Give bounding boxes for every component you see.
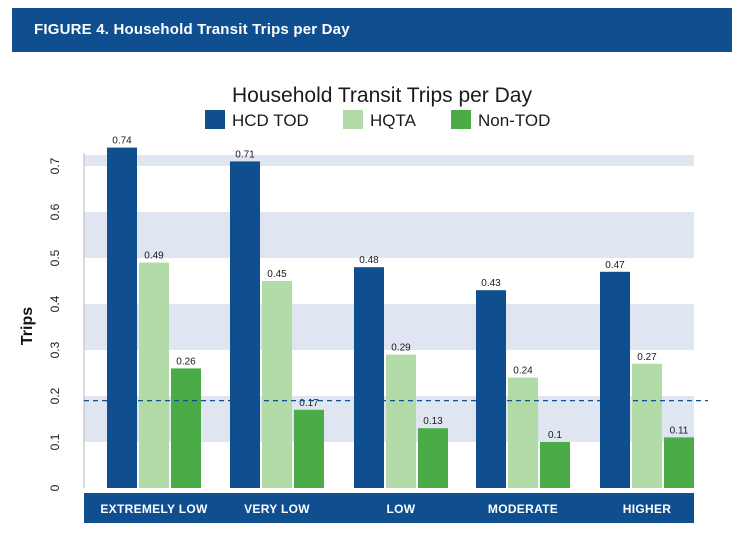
bar xyxy=(476,290,506,488)
y-tick-label: 0.7 xyxy=(48,157,62,174)
data-label: 0.24 xyxy=(513,366,533,377)
bar xyxy=(262,281,292,488)
y-tick-label: 0.2 xyxy=(48,387,62,404)
grid-band xyxy=(84,304,694,350)
y-axis-ticks: 0 0.1 0.2 0.3 0.4 0.5 0.6 0.7 xyxy=(48,157,62,491)
bar xyxy=(418,428,448,488)
y-tick-label: 0 xyxy=(48,484,62,491)
data-labels: 0.74 0.49 0.26 0.71 0.45 0.17 0.48 0.29 0.13 0.43… xyxy=(112,136,689,441)
grid-band xyxy=(84,155,694,166)
bar xyxy=(354,267,384,488)
legend-swatch xyxy=(205,110,225,129)
data-label: 0.11 xyxy=(670,425,689,436)
data-label: 0.17 xyxy=(299,398,319,409)
legend-label: Non-TOD xyxy=(478,111,550,130)
legend: HCD TOD HQTA Non-TOD xyxy=(205,110,550,130)
category-label: LOW xyxy=(387,502,416,516)
data-label: 0.49 xyxy=(144,251,164,262)
category-label: HIGHER xyxy=(623,502,672,516)
data-label: 0.26 xyxy=(176,356,196,367)
legend-label: HQTA xyxy=(370,111,417,130)
bar xyxy=(386,354,416,488)
legend-swatch xyxy=(343,110,363,129)
data-label: 0.13 xyxy=(423,416,443,427)
data-label: 0.43 xyxy=(481,278,501,289)
bar xyxy=(600,271,630,488)
bar xyxy=(508,377,538,488)
bar xyxy=(230,161,260,488)
data-label: 0.71 xyxy=(235,149,255,160)
bar xyxy=(294,409,324,488)
data-label: 0.74 xyxy=(112,136,132,147)
y-tick-label: 0.6 xyxy=(48,203,62,220)
category-label: MODERATE xyxy=(488,502,558,516)
y-tick-label: 0.3 xyxy=(48,341,62,358)
category-label: EXTREMELY LOW xyxy=(100,502,208,516)
legend-swatch xyxy=(451,110,471,129)
bar xyxy=(540,442,570,488)
bar xyxy=(632,363,662,488)
bar xyxy=(664,437,694,488)
data-label: 0.27 xyxy=(637,352,657,363)
data-label: 0.47 xyxy=(605,260,625,271)
data-label: 0.29 xyxy=(391,343,411,354)
y-tick-label: 0.5 xyxy=(48,249,62,266)
bar xyxy=(139,262,169,488)
category-axis-bar xyxy=(84,493,694,523)
bar xyxy=(107,147,137,488)
data-label: 0.1 xyxy=(548,430,562,441)
legend-label: HCD TOD xyxy=(232,111,309,130)
y-axis-label: Trips xyxy=(19,307,36,345)
bar xyxy=(171,368,201,488)
grid-band xyxy=(84,212,694,258)
category-label: VERY LOW xyxy=(244,502,310,516)
figure-header-band: FIGURE 4. Household Transit Trips per Da… xyxy=(12,8,732,52)
figure-header-title: FIGURE 4. Household Transit Trips per Da… xyxy=(34,21,350,38)
y-tick-label: 0.4 xyxy=(48,295,62,312)
data-label: 0.45 xyxy=(267,269,287,280)
chart-title: Household Transit Trips per Day xyxy=(232,84,532,107)
category-labels: EXTREMELY LOW VERY LOW LOW MODERATE HIGHER xyxy=(100,502,671,516)
data-label: 0.48 xyxy=(359,255,379,266)
bars xyxy=(107,147,694,488)
y-tick-label: 0.1 xyxy=(48,433,62,450)
